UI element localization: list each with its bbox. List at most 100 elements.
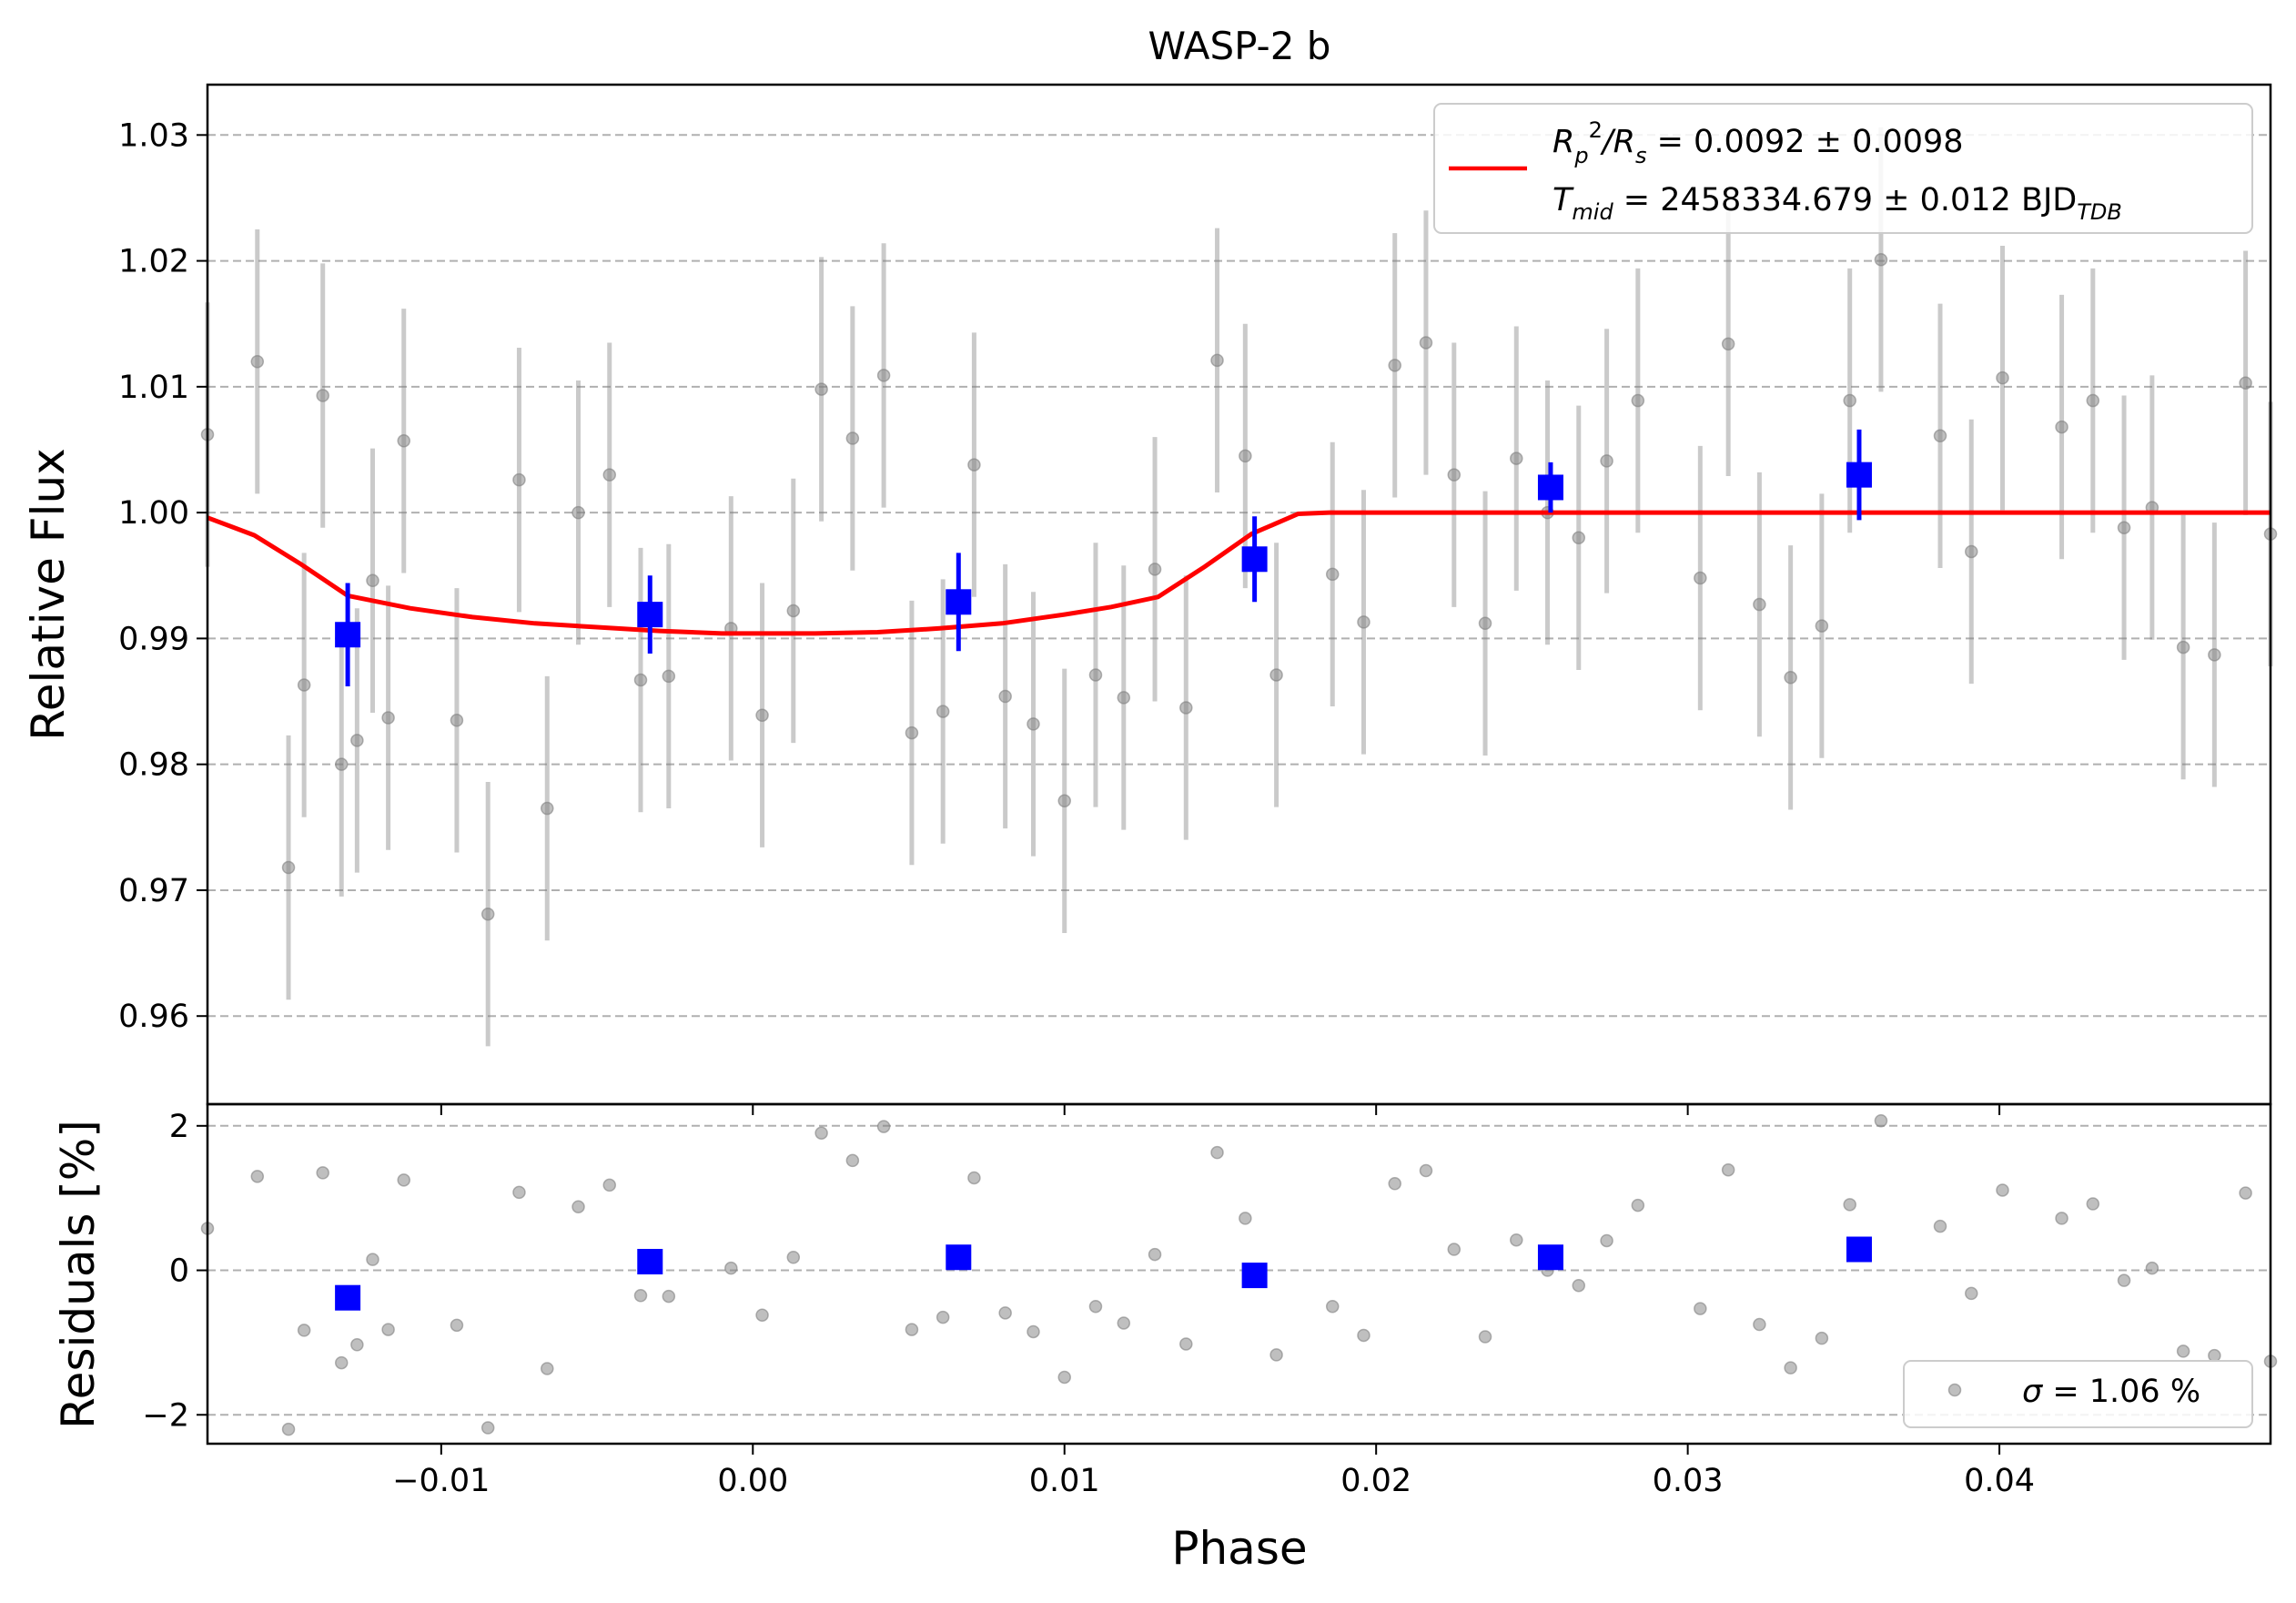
flux-point xyxy=(1027,717,1040,731)
binned-flux-point xyxy=(335,622,361,648)
transit-model-line xyxy=(207,510,2271,636)
flux-point xyxy=(1210,353,1224,368)
flux-point xyxy=(967,458,981,472)
residual-point xyxy=(1478,1330,1492,1344)
bottom-y-tick-label: 2 xyxy=(169,1109,189,1145)
flux-point xyxy=(2208,648,2221,662)
residual-point xyxy=(1996,1183,2009,1197)
residual-point xyxy=(1874,1114,1888,1128)
flux-point xyxy=(1088,668,1103,682)
flux-point xyxy=(1057,794,1071,808)
flux-point xyxy=(1784,671,1797,685)
residual-point xyxy=(2208,1348,2221,1363)
x-axis-label: Phase xyxy=(1171,1522,1307,1575)
residual-point xyxy=(397,1173,410,1187)
residual-point xyxy=(1447,1243,1462,1256)
residual-point xyxy=(1815,1331,1829,1345)
flux-point xyxy=(905,725,919,740)
flux-point xyxy=(1239,449,1252,463)
residual-point xyxy=(602,1178,617,1192)
flux-point xyxy=(1996,370,2009,385)
x-tick-label: 0.00 xyxy=(717,1463,788,1499)
residual-point xyxy=(1694,1302,1707,1315)
binned-residual-point xyxy=(1241,1263,1268,1289)
top-plot-area xyxy=(200,127,2278,1047)
residual-point xyxy=(366,1253,379,1266)
bottom-legend: σ = 1.06 % xyxy=(1903,1360,2253,1428)
flux-point xyxy=(1600,454,1613,468)
residual-point xyxy=(1721,1162,1735,1177)
top-y-tick-label: 1.02 xyxy=(118,244,189,280)
residual-point xyxy=(876,1120,891,1133)
flux-point xyxy=(1478,616,1492,631)
flux-point xyxy=(786,604,801,618)
residual-point xyxy=(1210,1145,1224,1160)
residual-point xyxy=(1572,1278,1586,1293)
flux-point xyxy=(1631,393,1645,408)
residual-point xyxy=(814,1126,828,1140)
flux-point xyxy=(998,689,1012,704)
flux-point xyxy=(1815,619,1829,633)
residual-point xyxy=(1117,1316,1131,1330)
x-tick-label: 0.01 xyxy=(1029,1463,1100,1499)
flux-point xyxy=(1753,597,1766,612)
flux-point xyxy=(397,434,410,448)
flux-point xyxy=(480,907,495,921)
flux-point xyxy=(350,734,364,747)
binned-residual-point xyxy=(946,1244,972,1271)
binned-residual-point xyxy=(637,1249,663,1275)
chart-title: WASP-2 b xyxy=(1148,24,1331,68)
flux-point xyxy=(1874,252,1888,267)
residual-point xyxy=(1843,1198,1856,1212)
residual-point xyxy=(1088,1299,1103,1314)
flux-point xyxy=(2239,376,2252,390)
legend-residual-marker xyxy=(1947,1383,1962,1397)
flux-point xyxy=(936,705,950,718)
flux-point xyxy=(250,354,265,369)
flux-point xyxy=(1117,691,1131,705)
residual-point xyxy=(1269,1348,1283,1362)
bottom-y-tick-label: −2 xyxy=(142,1397,189,1434)
flux-point xyxy=(1179,701,1193,715)
flux-point xyxy=(297,678,311,692)
residual-point xyxy=(1357,1328,1371,1343)
flux-point xyxy=(755,708,769,722)
binned-flux-point xyxy=(946,589,972,615)
top-y-tick-label: 1.00 xyxy=(118,495,189,532)
flux-point xyxy=(1419,336,1433,350)
residual-point xyxy=(2176,1344,2190,1358)
bottom-axes: −2 0 2 −0.01 0.00 0.01 0.02 0.03 0.04 xyxy=(142,1109,2035,1499)
residual-point xyxy=(316,1166,329,1180)
residual-point xyxy=(786,1250,801,1264)
flux-point xyxy=(814,382,828,396)
flux-point xyxy=(1965,544,1978,559)
residual-point xyxy=(1239,1212,1252,1225)
flux-point xyxy=(2176,640,2190,654)
residual-point xyxy=(1179,1337,1193,1351)
residual-point xyxy=(724,1261,738,1275)
flux-point xyxy=(1325,567,1340,582)
flux-point xyxy=(366,573,379,588)
bottom-plot-area xyxy=(200,1114,2278,1436)
flux-point xyxy=(633,673,648,687)
residual-point xyxy=(662,1289,676,1304)
legend-depth-text: Rp2/Rs = 0.0092 ± 0.0098 xyxy=(1553,117,1964,168)
flux-point xyxy=(1843,393,1856,408)
flux-point xyxy=(602,468,617,482)
flux-point xyxy=(450,714,464,727)
flux-point xyxy=(571,505,585,520)
flux-point xyxy=(2086,393,2100,408)
residual-point xyxy=(480,1421,495,1435)
flux-point xyxy=(1269,668,1283,682)
residual-point xyxy=(1419,1163,1433,1178)
residual-point xyxy=(1325,1299,1340,1314)
residual-point xyxy=(350,1338,364,1352)
residual-point xyxy=(512,1185,526,1200)
flux-point xyxy=(381,711,395,725)
residual-point xyxy=(297,1324,311,1337)
residual-point xyxy=(281,1422,296,1436)
flux-point xyxy=(662,669,676,684)
residual-point xyxy=(381,1323,395,1336)
residual-point xyxy=(2239,1186,2252,1200)
top-y-tick-label: 0.99 xyxy=(118,621,189,657)
